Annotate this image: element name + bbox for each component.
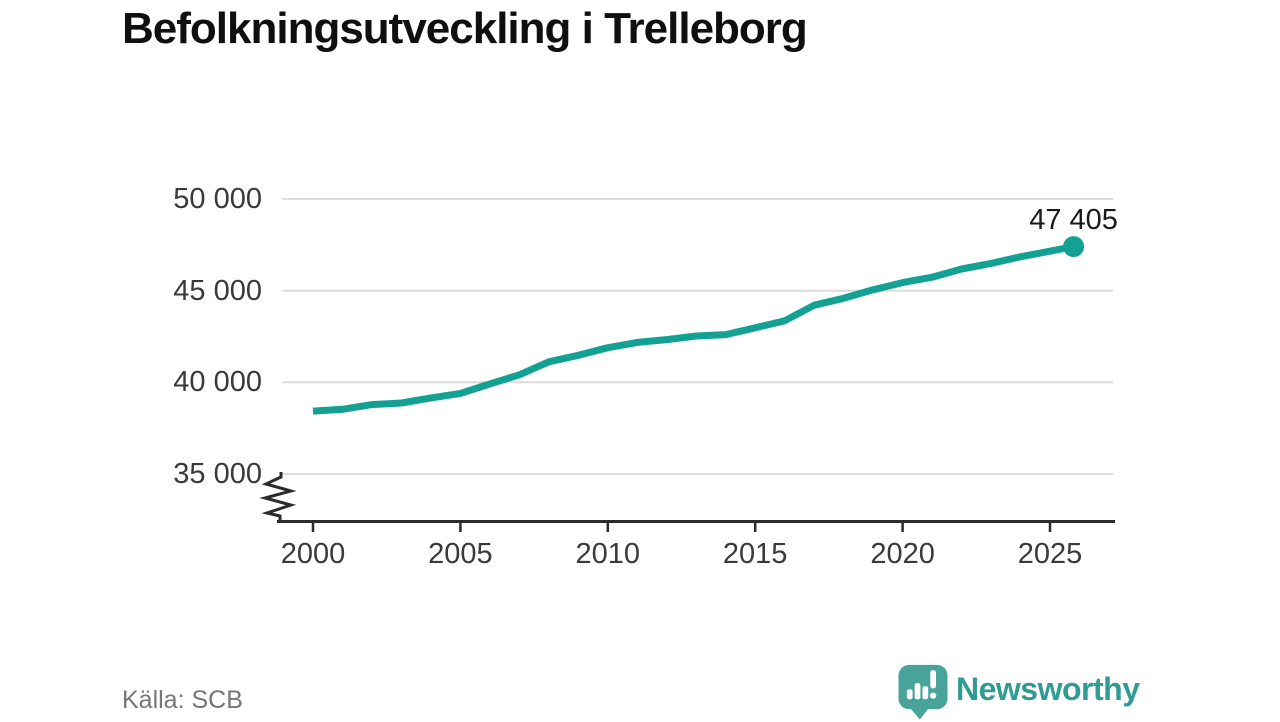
y-tick-label: 50 000: [173, 183, 262, 215]
gridlines: [282, 198, 1113, 475]
x-tick-label: 2005: [428, 538, 493, 570]
x-tick-label: 2000: [280, 538, 346, 570]
x-tick-label: 2010: [575, 538, 641, 570]
chart-title: Befolkningsutveckling i Trelleborg: [122, 4, 808, 53]
bar-chart-exclamation-glyph: [906, 670, 937, 700]
x-tick-label: 2025: [1017, 538, 1083, 570]
end-value-label: 47 405: [1029, 203, 1118, 236]
y-tick-label: 35 000: [173, 458, 262, 490]
newsworthy-logo: Newsworthy: [898, 664, 1178, 722]
population-line: [312, 243, 1075, 415]
x-tick-label: 2015: [722, 538, 788, 570]
source-note: Källa: SCB: [122, 686, 243, 714]
y-tick-label: 45 000: [173, 274, 262, 307]
y-tick-label: 40 000: [173, 366, 262, 399]
end-point-marker: [1063, 236, 1085, 258]
x-tick-label: 2020: [870, 538, 935, 570]
y-axis-break-icon: [259, 472, 297, 522]
x-axis-ticks: [311, 521, 1052, 532]
brand-name: Newsworthy: [956, 671, 1140, 707]
newsworthy-logo-icon: [898, 664, 948, 720]
